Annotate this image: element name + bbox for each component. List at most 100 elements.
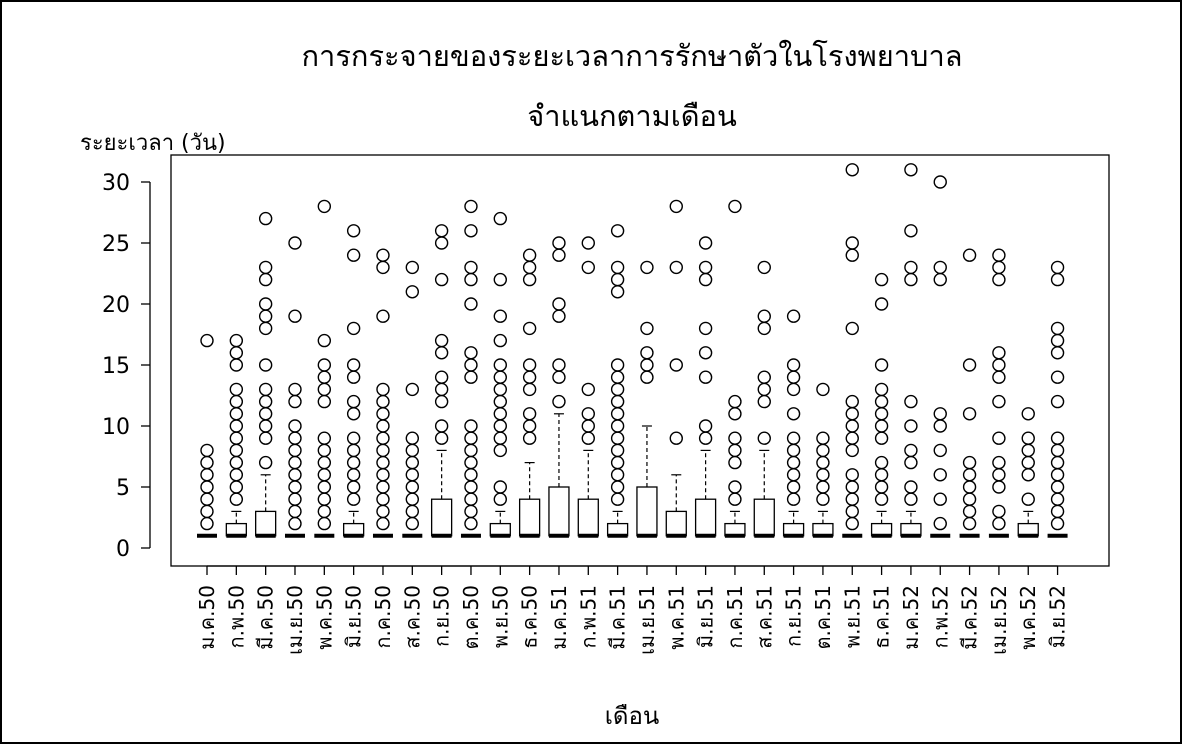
y-tick-label: 10 [102, 415, 130, 440]
outlier-point [581, 260, 595, 275]
outlier-point [522, 248, 537, 262]
outlier-point [816, 443, 830, 458]
outlier-point [933, 260, 947, 275]
outlier-point [200, 480, 214, 494]
outlier-point [610, 260, 625, 275]
outlier-point [522, 272, 537, 287]
box-26 [959, 248, 980, 538]
box-9 [460, 199, 481, 538]
outlier-point [904, 260, 918, 275]
outlier-point [933, 272, 947, 287]
outlier-point [552, 248, 566, 262]
box-14 [606, 224, 629, 538]
outlier-point [786, 492, 801, 506]
outlier-point [640, 370, 654, 384]
outlier-point [1050, 443, 1065, 458]
iqr-box [430, 498, 453, 537]
outlier-point [258, 455, 273, 470]
outlier-point [992, 455, 1006, 470]
outlier-point [1050, 333, 1065, 348]
outlier-point [992, 431, 1006, 445]
x-tick-label: ธ.ค.50 [518, 585, 542, 649]
outlier-point [757, 382, 771, 397]
box-7 [402, 260, 423, 538]
outlier-point [962, 248, 977, 262]
x-tick-label: ก.พ.52 [928, 585, 952, 648]
x-tick-label: มิ.ย.51 [694, 585, 718, 648]
box-13 [577, 236, 599, 538]
x-tick-label: ต.ค.50 [459, 585, 483, 650]
outlier-point [610, 370, 625, 384]
x-axis: ม.ค.50 ก.พ.50 มี.ค.50 เม.ย.50 พ.ค.50 มิ.ย.50 ก… [195, 565, 1070, 655]
outlier-point [464, 370, 478, 384]
outlier-point [346, 358, 361, 372]
outlier-point [992, 358, 1006, 372]
outlier-point [405, 468, 420, 482]
x-tick-label: ธ.ค.51 [870, 585, 894, 649]
outlier-point [1050, 321, 1065, 336]
box-19 [753, 260, 775, 538]
outlier-point [317, 504, 332, 519]
outlier-point [874, 297, 889, 311]
outlier-point [581, 382, 595, 397]
y-axis-label: ระยะเวลา (วัน) [80, 131, 226, 156]
outlier-point [845, 480, 859, 494]
y-axis: 0 5 10 15 20 25 30 [102, 171, 151, 562]
outlier-point [258, 260, 273, 275]
outlier-point [376, 407, 390, 421]
x-tick-label: พ.ย.51 [840, 585, 864, 648]
outlier-point [757, 431, 771, 445]
outlier-point [522, 407, 537, 421]
outlier-point [845, 407, 859, 421]
outlier-point [874, 492, 889, 506]
outlier-point [405, 431, 420, 445]
x-tick-label: ต.ค.51 [811, 585, 835, 650]
outlier-point [493, 419, 507, 433]
x-tick-label: เม.ย.50 [283, 585, 307, 655]
outlier-point [288, 492, 302, 506]
y-tick-label: 15 [102, 354, 130, 379]
outlier-point [376, 468, 390, 482]
outlier-point [610, 224, 625, 238]
outlier-point [874, 358, 889, 372]
outlier-point [728, 394, 742, 409]
outlier-point [493, 492, 507, 506]
outlier-point [904, 492, 918, 506]
outlier-point [1050, 516, 1065, 531]
outlier-point [434, 333, 449, 348]
outlier-point [962, 468, 977, 482]
x-tick-label: ก.พ.50 [224, 585, 248, 648]
outlier-point [640, 358, 654, 372]
outlier-point [376, 394, 390, 409]
outlier-point [258, 321, 273, 336]
outlier-point [376, 455, 390, 470]
outlier-point [874, 419, 889, 433]
outlier-point [346, 224, 361, 238]
outlier-point [581, 236, 595, 250]
outlier-point [258, 358, 273, 372]
outlier-point [845, 321, 859, 336]
x-tick-label: เม.ย.51 [635, 585, 659, 655]
outlier-point [786, 358, 801, 372]
outlier-point [317, 358, 332, 372]
outlier-point [434, 224, 449, 238]
outlier-point [757, 260, 771, 275]
x-tick-label: มี.ค.52 [958, 585, 982, 650]
outlier-point [1021, 492, 1035, 506]
outlier-point [258, 297, 273, 311]
outlier-point [786, 468, 801, 482]
outlier-point [200, 333, 214, 348]
outlier-point [1050, 394, 1065, 409]
outlier-point [258, 431, 273, 445]
outlier-point [376, 382, 390, 397]
outlier-point [610, 394, 625, 409]
outlier-point [317, 443, 332, 458]
iqr-box [518, 498, 541, 537]
outlier-point [610, 419, 625, 433]
box-28 [1017, 407, 1039, 538]
outlier-point [757, 370, 771, 384]
outlier-point [464, 504, 478, 519]
outlier-point [229, 394, 244, 409]
box-27 [988, 248, 1009, 538]
chart-subtitle: จำแนกตามเดือน [527, 99, 737, 133]
